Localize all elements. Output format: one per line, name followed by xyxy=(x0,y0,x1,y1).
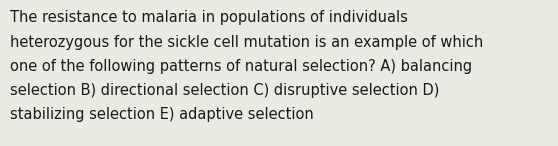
Text: heterozygous for the sickle cell mutation is an example of which: heterozygous for the sickle cell mutatio… xyxy=(10,34,483,49)
Text: selection B) directional selection C) disruptive selection D): selection B) directional selection C) di… xyxy=(10,83,439,98)
Text: stabilizing selection E) adaptive selection: stabilizing selection E) adaptive select… xyxy=(10,107,314,122)
Text: one of the following patterns of natural selection? A) balancing: one of the following patterns of natural… xyxy=(10,59,472,74)
Text: The resistance to malaria in populations of individuals: The resistance to malaria in populations… xyxy=(10,10,408,25)
